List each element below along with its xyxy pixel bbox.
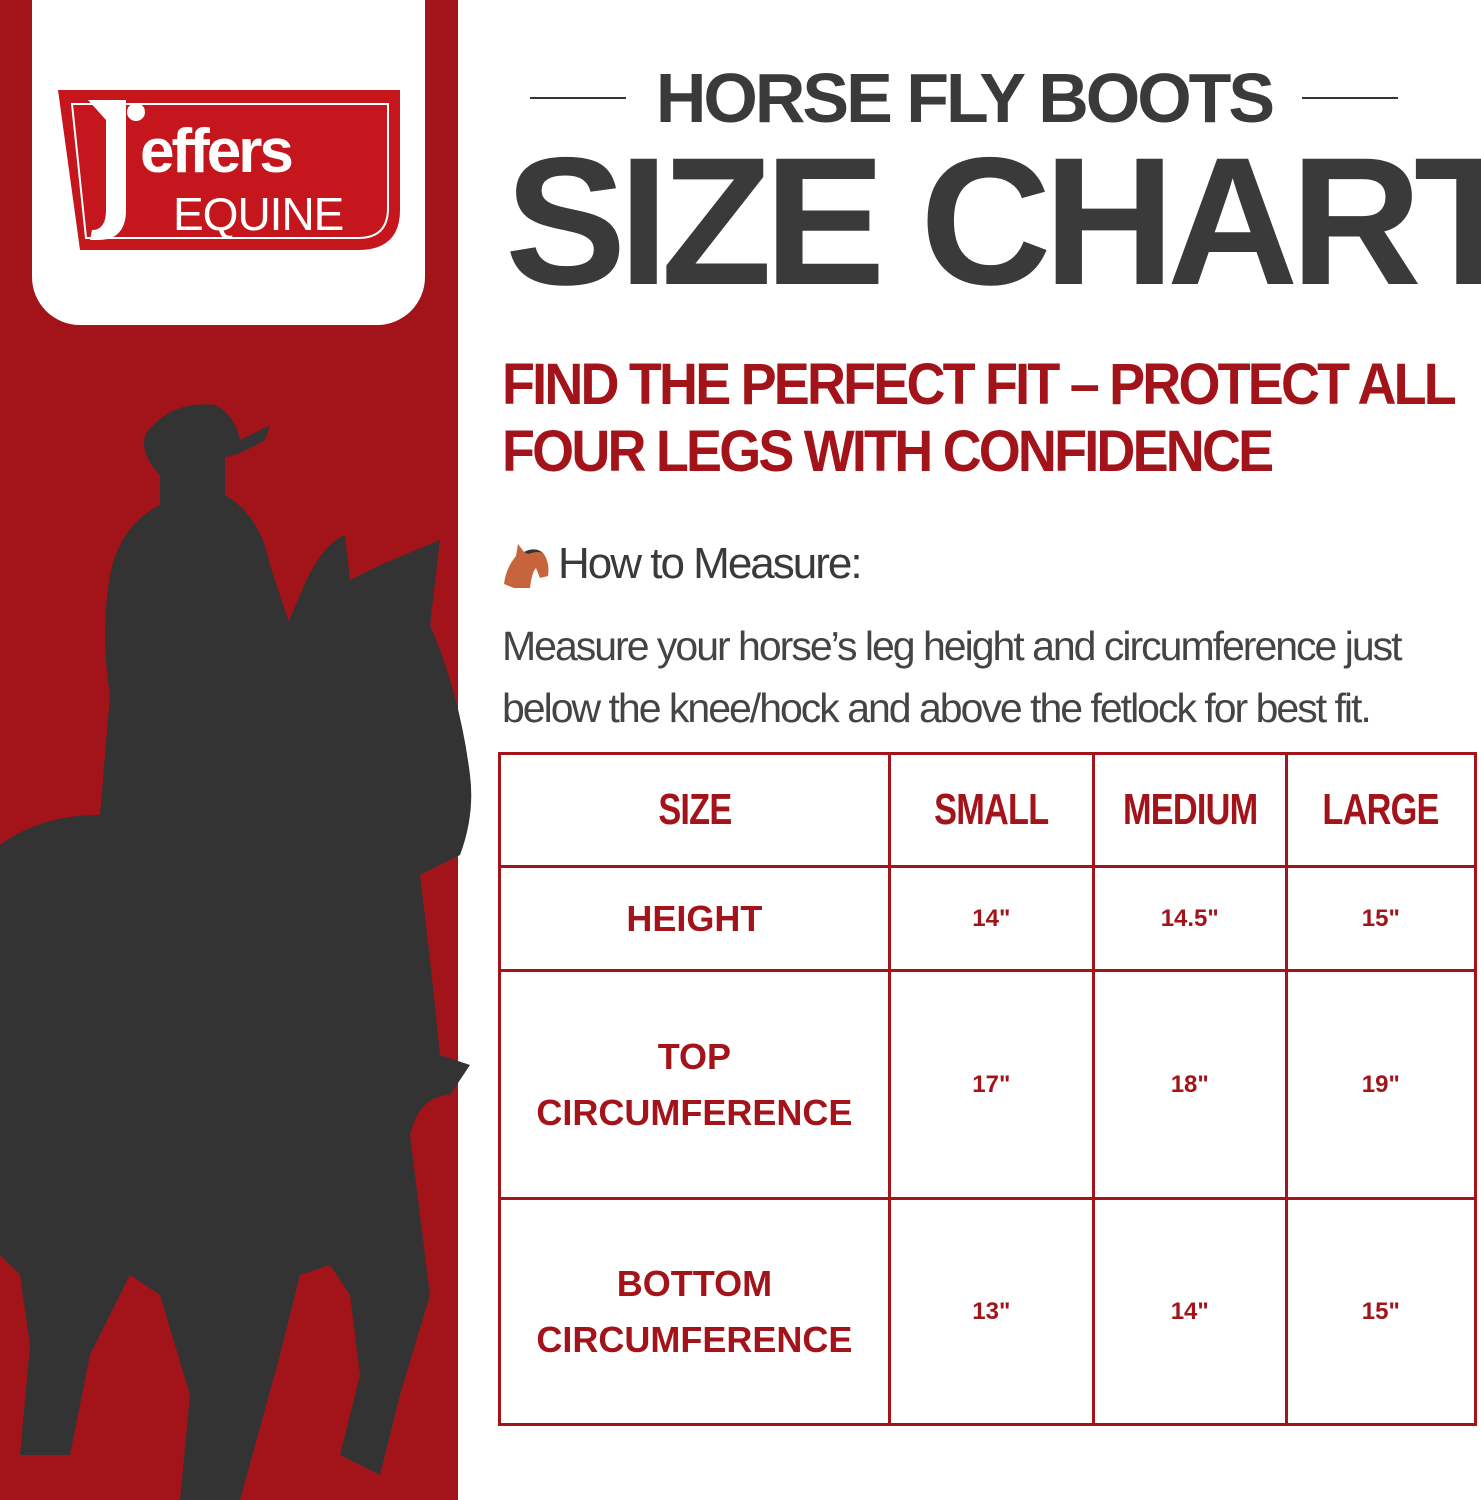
cell-value: 15" [1284, 865, 1478, 972]
jeffers-equine-logo: effers EQUINE [58, 90, 400, 250]
table-header-row: SIZE SMALL MEDIUM LARGE [498, 752, 1478, 868]
cell-value: 17" [887, 969, 1095, 1200]
header-small: SMALL [887, 752, 1095, 868]
cell-value: 14" [1091, 1197, 1288, 1426]
instructions-line1: Measure your horse’s leg height and circ… [502, 623, 1403, 669]
rider-horse-silhouette [0, 404, 472, 1500]
tagline-line2: FOUR LEGS WITH CONFIDENCE [502, 419, 1274, 484]
table-row: TOP CIRCUMFERENCE 17" 18" 19" [498, 969, 1478, 1200]
row-label: HEIGHT [498, 865, 891, 972]
row-label: BOTTOM CIRCUMFERENCE [498, 1197, 891, 1426]
table-row: HEIGHT 14" 14.5" 15" [498, 865, 1478, 972]
measure-instructions: Measure your horse’s leg height and circ… [502, 615, 1481, 739]
tagline-line1: FIND THE PERFECT FIT – PROTECT ALL [502, 352, 1457, 417]
how-to-measure-heading: How to Measure: [558, 539, 863, 588]
horse-head-icon [504, 544, 549, 588]
instructions-line2: below the knee/hock and above the fetloc… [502, 685, 1372, 731]
header-size: SIZE [498, 752, 891, 868]
page-title: SIZE CHART [505, 119, 1481, 323]
table-row: BOTTOM CIRCUMFERENCE 13" 14" 15" [498, 1197, 1478, 1426]
cell-value: 18" [1091, 969, 1288, 1200]
svg-text:EQUINE: EQUINE [173, 188, 343, 240]
cell-value: 13" [887, 1197, 1095, 1426]
header-large: LARGE [1284, 752, 1478, 868]
how-to-measure: How to Measure: [500, 538, 863, 590]
subtitle: HORSE FLY BOOTS [655, 59, 1275, 137]
header-medium: MEDIUM [1091, 752, 1288, 868]
svg-text:effers: effers [140, 117, 291, 186]
row-label: TOP CIRCUMFERENCE [498, 969, 891, 1200]
title-row: HORSE FLY BOOTS [530, 58, 1398, 138]
cell-value: 19" [1284, 969, 1478, 1200]
cell-value: 14" [887, 865, 1095, 972]
size-table: SIZE SMALL MEDIUM LARGE HEIGHT 14" 14.5"… [498, 752, 1478, 1426]
divider-left [530, 97, 626, 99]
cell-value: 14.5" [1091, 865, 1288, 972]
cell-value: 15" [1284, 1197, 1478, 1426]
red-side-panel: effers EQUINE [0, 0, 472, 1500]
divider-right [1302, 97, 1398, 99]
